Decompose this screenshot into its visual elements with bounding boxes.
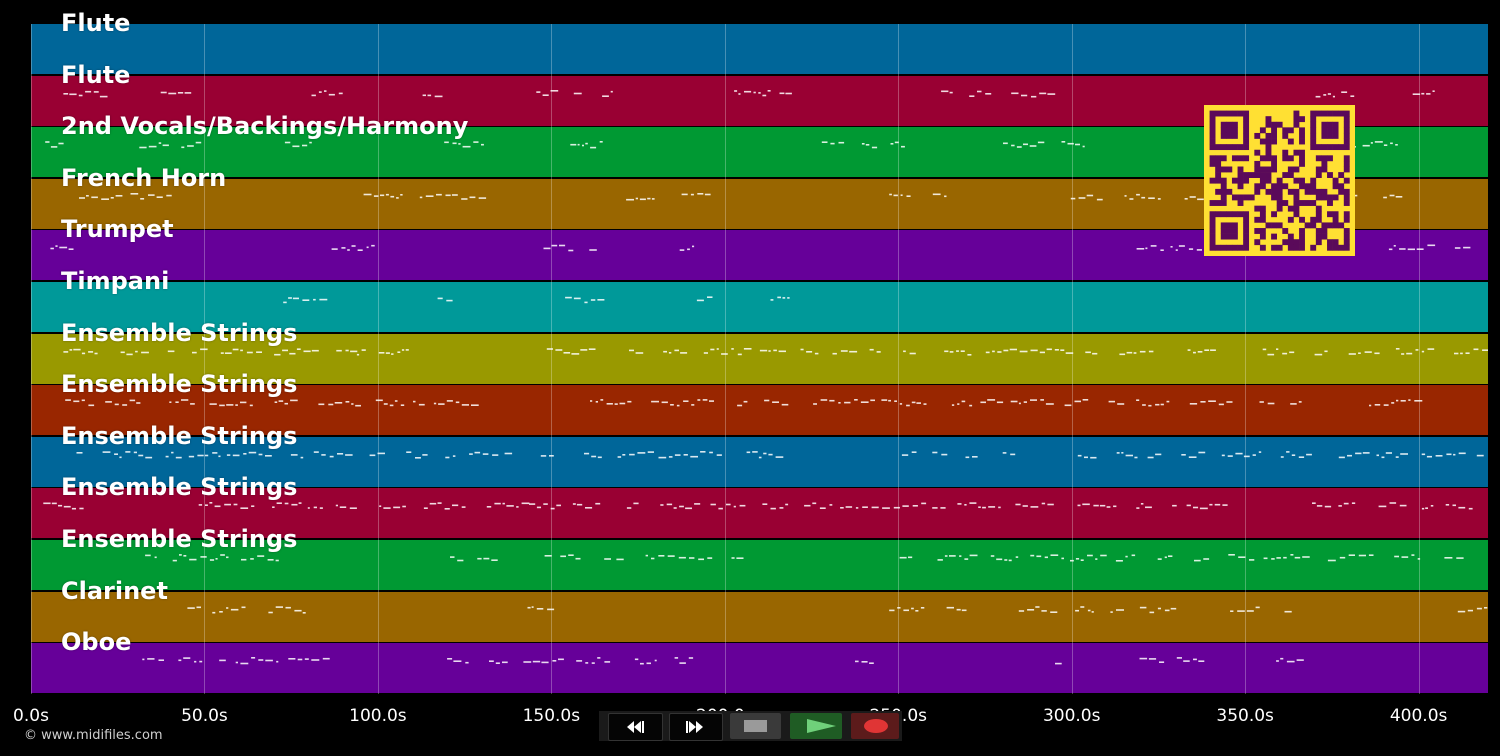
note-marks xyxy=(187,605,1488,614)
note-marks xyxy=(76,450,1484,459)
track-label: Ensemble Strings xyxy=(61,421,298,450)
stop-icon xyxy=(744,720,767,732)
play-icon xyxy=(807,719,836,733)
track-lane[interactable] xyxy=(31,488,1488,539)
playback-controls xyxy=(599,711,902,741)
qr-code-pattern xyxy=(1204,105,1355,256)
track-label: Ensemble Strings xyxy=(61,318,298,347)
fast-forward-button[interactable] xyxy=(669,713,723,741)
note-marks xyxy=(43,502,1473,510)
note-marks xyxy=(65,399,1423,407)
track-label: Flute xyxy=(61,9,131,37)
track-label: Timpani xyxy=(61,267,170,295)
track-lane[interactable] xyxy=(31,643,1488,694)
qr-code[interactable] xyxy=(1204,105,1355,256)
note-marks xyxy=(63,89,1435,98)
note-marks xyxy=(63,347,1488,356)
time-tick-label: 100.0s xyxy=(349,706,407,726)
note-marks xyxy=(142,657,1304,665)
track-label: Flute xyxy=(61,60,131,89)
track-lane[interactable] xyxy=(31,24,1488,74)
stop-button[interactable] xyxy=(730,713,781,739)
record-button[interactable] xyxy=(851,713,899,739)
note-marks xyxy=(31,24,1488,74)
track-label: Clarinet xyxy=(61,576,168,605)
track-lane[interactable] xyxy=(31,436,1488,487)
time-tick-label: 300.0s xyxy=(1042,706,1101,726)
track-label: Trumpet xyxy=(61,215,174,244)
record-icon xyxy=(864,719,888,733)
track-lane[interactable] xyxy=(31,385,1488,436)
rewind-button[interactable] xyxy=(608,713,663,741)
track-label: Ensemble Strings xyxy=(61,525,298,553)
track-label: Ensemble Strings xyxy=(61,473,298,502)
track-label: Ensemble Strings xyxy=(61,370,298,399)
note-marks xyxy=(45,141,1398,149)
fast-forward-icon xyxy=(686,721,703,733)
track-lane[interactable] xyxy=(31,282,1488,332)
time-tick-label: 0.0s xyxy=(13,706,49,726)
note-marks xyxy=(145,554,1464,562)
note-marks xyxy=(283,296,790,304)
track-lane[interactable] xyxy=(31,591,1488,642)
track-lane[interactable] xyxy=(31,333,1488,384)
rewind-icon xyxy=(627,721,644,733)
track-label: Oboe xyxy=(61,628,132,657)
copyright-text: © www.midifiles.com xyxy=(24,728,163,743)
track-lane[interactable] xyxy=(31,540,1488,590)
time-tick-label: 50.0s xyxy=(181,706,228,726)
note-marks xyxy=(50,244,1471,252)
time-tick-label: 400.0s xyxy=(1389,706,1448,726)
play-button[interactable] xyxy=(790,713,842,739)
time-tick-label: 150.0s xyxy=(522,706,581,726)
track-label: French Horn xyxy=(61,163,227,192)
track-lanes xyxy=(31,24,1488,694)
track-label: 2nd Vocals/Backings/Harmony xyxy=(61,112,469,141)
time-tick-label: 350.0s xyxy=(1216,706,1274,726)
